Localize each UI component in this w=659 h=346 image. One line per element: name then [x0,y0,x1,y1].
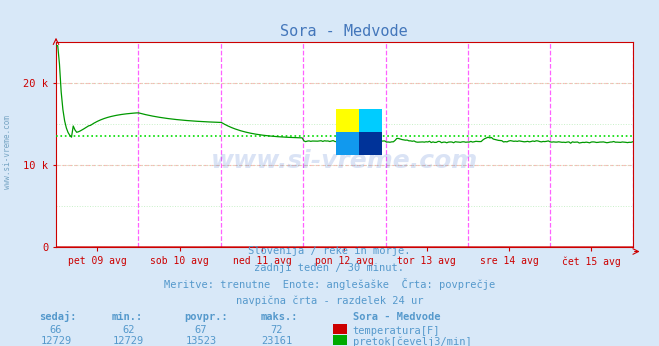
Text: 13523: 13523 [185,336,217,346]
Text: povpr.:: povpr.: [185,312,228,322]
Text: www.si-vreme.com: www.si-vreme.com [3,115,13,189]
Bar [359,132,382,155]
Text: 67: 67 [195,325,207,335]
Bar [359,109,382,132]
Text: 72: 72 [271,325,283,335]
Text: pretok[čevelj3/min]: pretok[čevelj3/min] [353,337,471,346]
Bar [336,109,359,132]
Text: 62: 62 [123,325,134,335]
Title: Sora - Medvode: Sora - Medvode [281,24,408,39]
Text: maks.:: maks.: [260,312,298,322]
Text: min.:: min.: [112,312,143,322]
Text: zadnji teden / 30 minut.: zadnji teden / 30 minut. [254,263,405,273]
Bar [336,132,359,155]
Text: sedaj:: sedaj: [40,311,77,322]
Text: Sora - Medvode: Sora - Medvode [353,312,440,322]
Text: 23161: 23161 [261,336,293,346]
Text: www.si-vreme.com: www.si-vreme.com [211,149,478,173]
Text: navpična črta - razdelek 24 ur: navpična črta - razdelek 24 ur [236,295,423,306]
Text: 12729: 12729 [40,336,72,346]
Text: 12729: 12729 [113,336,144,346]
Text: Meritve: trenutne  Enote: anglešaške  Črta: povprečje: Meritve: trenutne Enote: anglešaške Črta… [164,277,495,290]
Text: Slovenija / reke in morje.: Slovenija / reke in morje. [248,246,411,256]
Text: temperatura[F]: temperatura[F] [353,326,440,336]
Text: 66: 66 [50,325,62,335]
